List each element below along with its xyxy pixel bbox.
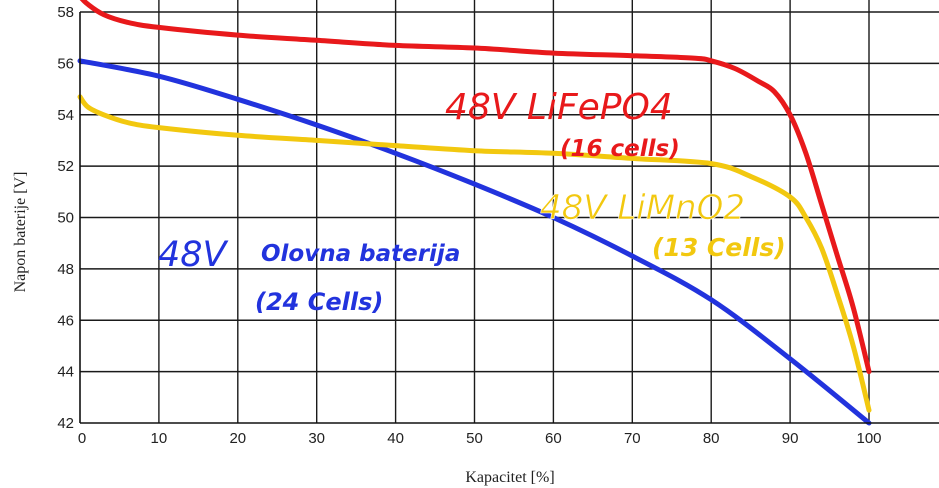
- y-tick-label: 56: [57, 55, 74, 72]
- limno2-annotation: 48V LiMnO2: [540, 188, 745, 228]
- y-tick-label: 46: [57, 312, 74, 329]
- grid: [80, 0, 939, 423]
- x-tick-label: 0: [78, 430, 86, 447]
- y-tick-label: 54: [57, 107, 74, 124]
- limno2-curve: [77, 94, 872, 413]
- lifepo4-annotation: 48V LiFePO4: [445, 87, 673, 128]
- y-tick-label: 50: [57, 210, 74, 227]
- lead-acid-curve: [77, 58, 872, 426]
- x-tick-label: 100: [856, 430, 881, 447]
- lifepo4-cells-annotation: (16 cells): [560, 136, 680, 162]
- x-tick-label: 80: [703, 430, 720, 447]
- x-tick-label: 90: [782, 430, 799, 447]
- x-tick-label: 10: [151, 430, 168, 447]
- x-axis-title: Kapacitet [%]: [465, 469, 554, 486]
- lead-annotation: Olovna baterija: [261, 241, 460, 267]
- tick-labels: 0 10 20 30 40 50 60 70 80 90 100 42 44 46 48 50 52 54 56 58: [57, 4, 881, 447]
- x-tick-label: 30: [308, 430, 325, 447]
- x-tick-label: 20: [229, 430, 246, 447]
- y-tick-label: 52: [57, 158, 74, 175]
- limno2-cells-annotation: (13 Cells): [652, 233, 786, 262]
- y-tick-label: 48: [57, 261, 74, 278]
- series-lines: [77, 0, 872, 426]
- x-tick-label: 50: [466, 430, 483, 447]
- lead-cells-annotation: (24 Cells): [255, 288, 383, 316]
- y-tick-label: 44: [57, 364, 74, 381]
- y-axis-title: Napon baterije [V]: [12, 172, 29, 293]
- y-tick-label: 58: [57, 4, 74, 21]
- y-tick-label: 42: [57, 415, 74, 432]
- lead-prefix-annotation: 48V: [158, 235, 229, 275]
- axes: [79, 12, 939, 424]
- x-tick-label: 70: [624, 430, 641, 447]
- x-tick-label: 60: [545, 430, 562, 447]
- lifepo4-curve: [79, 0, 872, 375]
- x-tick-label: 40: [387, 430, 404, 447]
